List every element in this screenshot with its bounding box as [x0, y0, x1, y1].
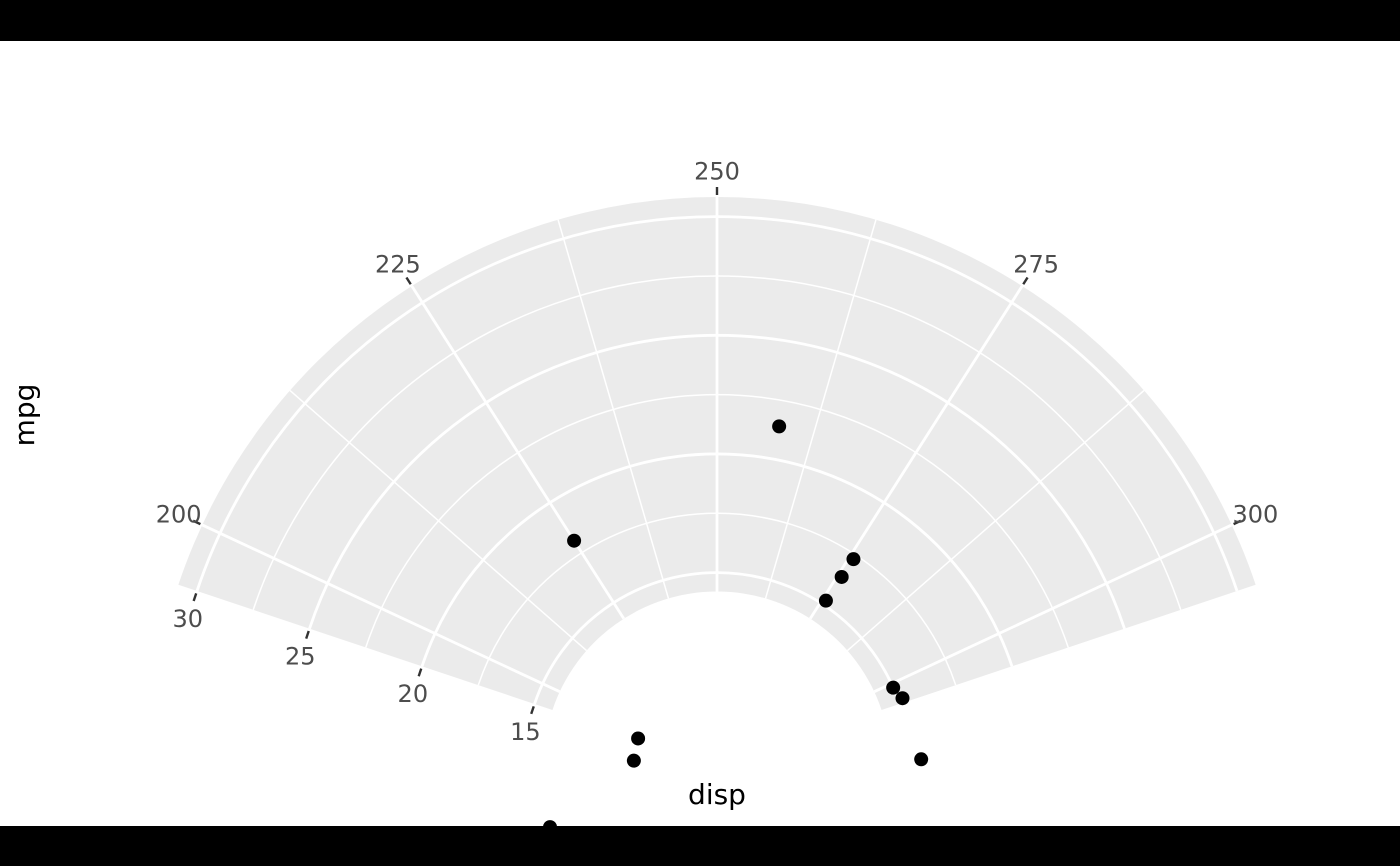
data-point [834, 569, 849, 584]
data-point [567, 533, 582, 548]
data-point [818, 593, 833, 608]
y-axis-title: mpg [8, 383, 41, 447]
r-axis-tick [305, 630, 310, 639]
data-point [772, 419, 787, 434]
r-axis-tick [530, 705, 535, 715]
theta-axis-tick [1022, 276, 1029, 285]
r-tick-label: 30 [173, 605, 204, 633]
theta-gridline-major [410, 285, 625, 620]
theta-axis-tick [1233, 519, 1242, 526]
r-tick-label: 15 [510, 718, 541, 746]
data-point [886, 680, 901, 695]
theta-gridline-major [809, 285, 1024, 620]
theta-tick-label: 275 [1013, 250, 1059, 278]
theta-gridline-major [201, 523, 561, 693]
letterbox-bottom-bar [0, 826, 1400, 866]
theta-gridline-minor [557, 219, 670, 599]
x-axis-title: disp [688, 778, 746, 811]
data-point [895, 691, 910, 706]
theta-gridline-minor [846, 389, 1145, 652]
theta-tick-label: 300 [1232, 500, 1278, 528]
theta-tick-label: 225 [375, 250, 421, 278]
letterbox-top-bar [0, 0, 1400, 41]
r-axis-tick [417, 668, 423, 677]
theta-gridline-minor [764, 219, 877, 599]
data-point [631, 731, 646, 746]
data-point [626, 753, 641, 768]
r-axis-tick [192, 592, 198, 602]
data-point [914, 752, 929, 767]
theta-gridline-minor [289, 389, 588, 652]
theta-gridline-major [873, 523, 1233, 693]
theta-axis-tick [192, 519, 201, 526]
data-point [846, 552, 861, 567]
theta-tick-label: 250 [694, 157, 740, 185]
r-tick-label: 25 [285, 643, 316, 671]
theta-axis-tick [405, 276, 412, 285]
theta-tick-label: 200 [156, 500, 202, 528]
r-tick-label: 20 [398, 680, 429, 708]
